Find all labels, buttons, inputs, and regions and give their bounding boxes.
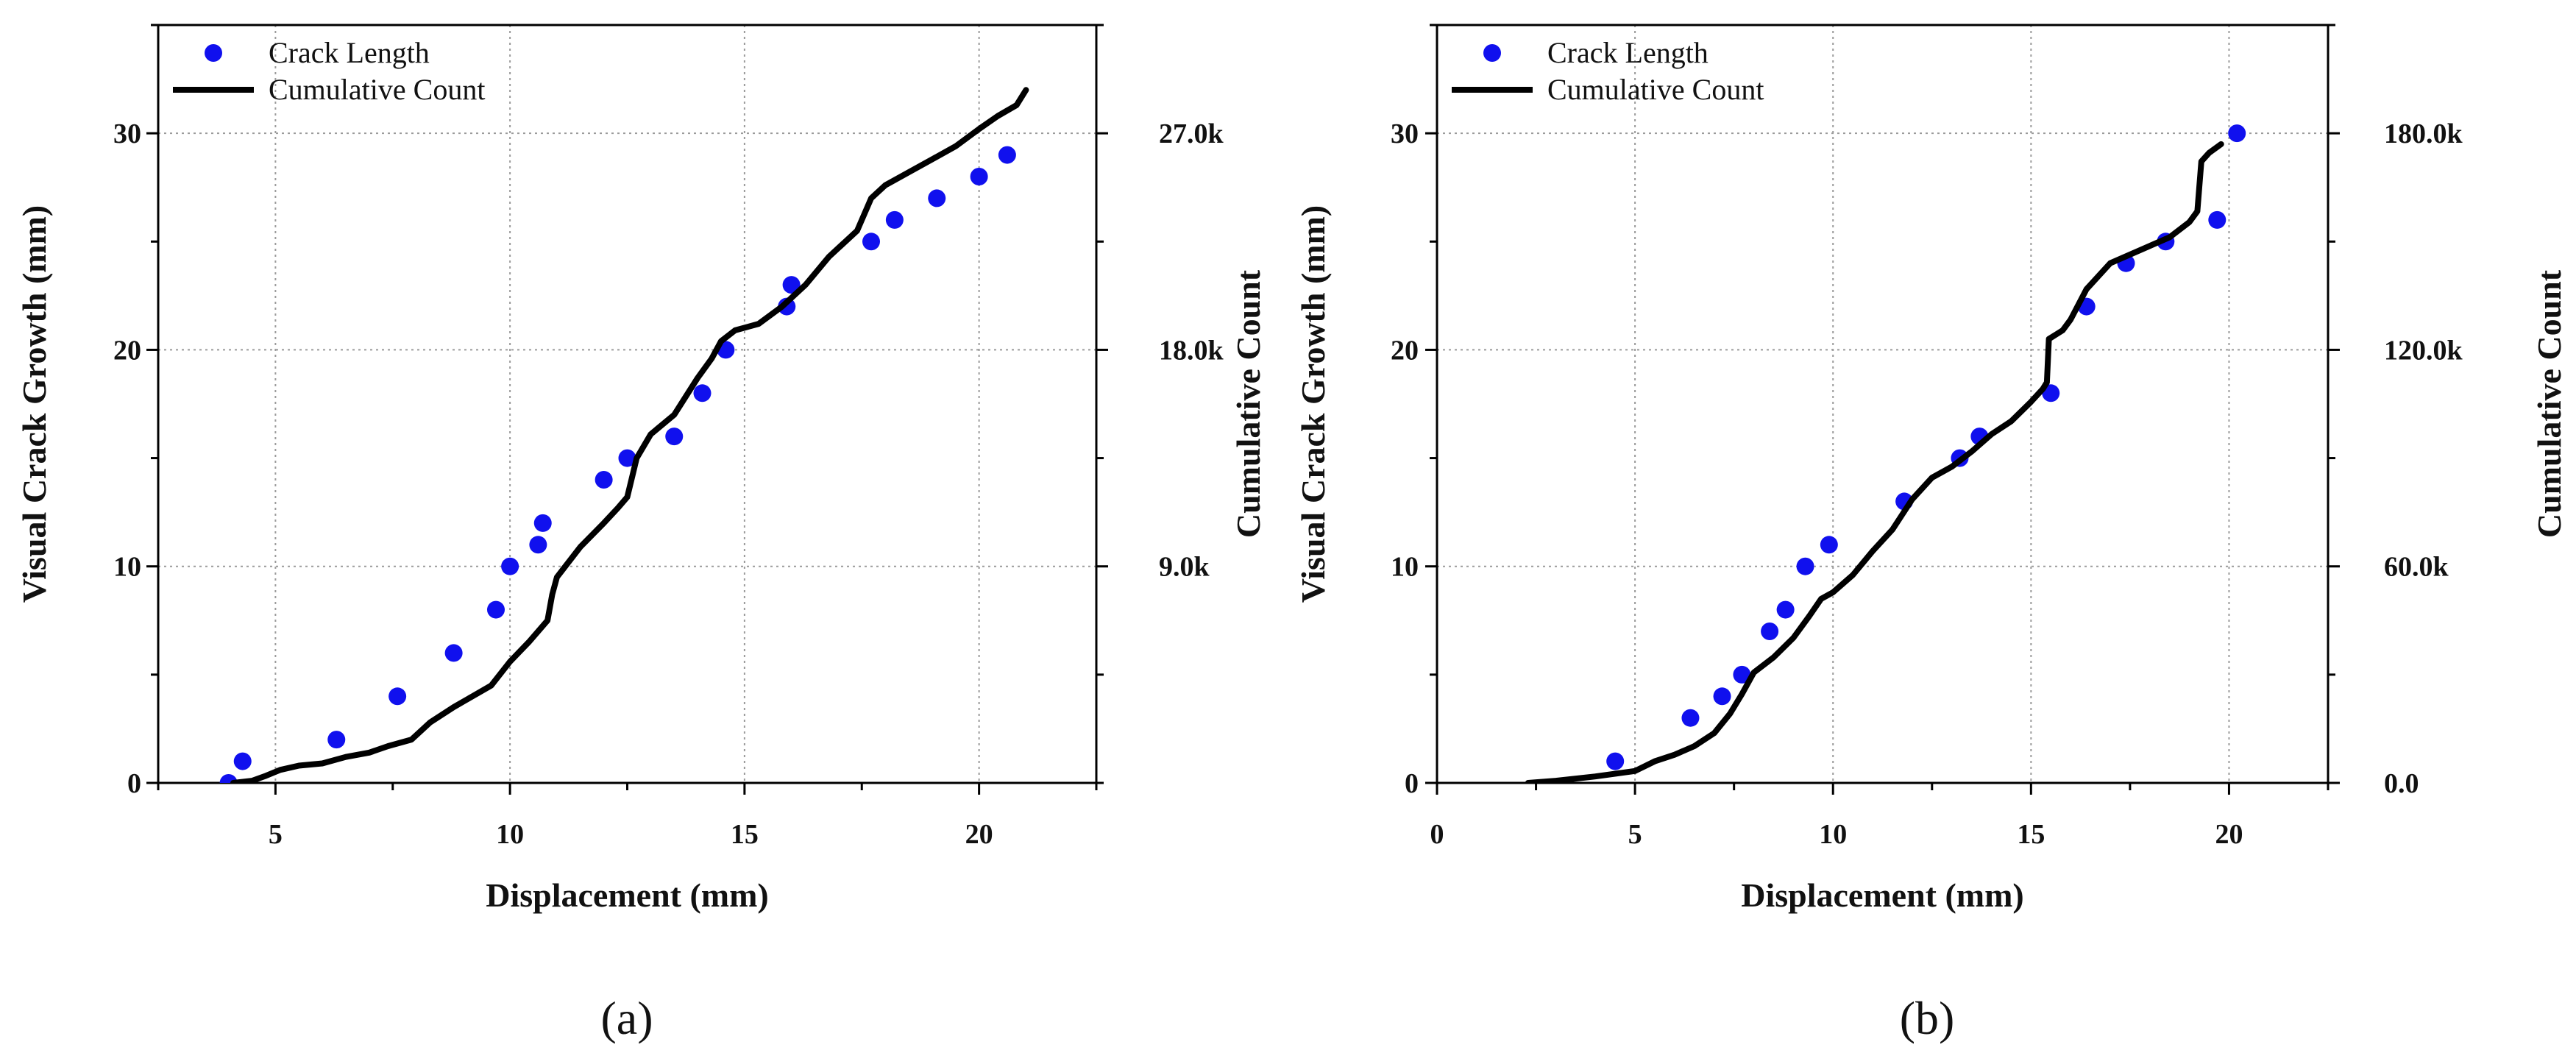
crack-length-point bbox=[1606, 752, 1625, 770]
y-tick-label: 30 bbox=[113, 118, 141, 149]
panel-label: (b) bbox=[1900, 992, 1955, 1044]
y2-tick-label: 18.0k bbox=[1159, 335, 1224, 366]
legend-crack-length-label: Crack Length bbox=[269, 36, 430, 69]
y-tick-label: 20 bbox=[113, 335, 141, 366]
y-tick-label: 30 bbox=[1391, 118, 1419, 149]
x-axis-title: Displacement (mm) bbox=[1741, 876, 2024, 914]
crack-length-point bbox=[665, 428, 684, 446]
y2-tick-label: 9.0k bbox=[1159, 552, 1210, 583]
y-tick-label: 0 bbox=[1405, 768, 1419, 799]
x-tick-label: 0 bbox=[1430, 819, 1444, 850]
x-tick-label: 15 bbox=[731, 819, 759, 850]
crack-length-point bbox=[2208, 210, 2226, 229]
crack-length-point bbox=[529, 536, 547, 554]
plot-frame bbox=[157, 24, 1098, 784]
y2-tick-label: 0.0 bbox=[2384, 768, 2419, 799]
crack-length-point bbox=[862, 233, 880, 251]
crack-length-point bbox=[1761, 623, 1779, 640]
x-tick-label: 20 bbox=[965, 819, 993, 850]
x-tick-label: 10 bbox=[496, 819, 524, 850]
y-tick-label: 0 bbox=[127, 768, 141, 799]
crack-length-point bbox=[782, 276, 801, 294]
crack-length-point bbox=[1776, 600, 1795, 619]
crack-length-point bbox=[533, 514, 552, 532]
y-axis-title: Visual Crack Growth (mm) bbox=[15, 205, 53, 603]
x-tick-label: 10 bbox=[1819, 819, 1847, 850]
cumulative-count-line bbox=[230, 87, 1029, 783]
plot-frame bbox=[1436, 24, 2330, 784]
y-axis-title: Visual Crack Growth (mm) bbox=[1294, 205, 1332, 603]
x-tick-label: 15 bbox=[2017, 819, 2045, 850]
y-tick-label: 20 bbox=[1391, 335, 1419, 366]
crack-length-point bbox=[885, 210, 904, 229]
y2-tick-label: 120.0k bbox=[2384, 335, 2463, 366]
crack-length-point bbox=[1681, 709, 1700, 727]
x-tick-label: 5 bbox=[269, 819, 283, 850]
y-tick-label: 10 bbox=[113, 552, 141, 583]
crack-length-point bbox=[1796, 557, 1814, 575]
crack-length-point bbox=[233, 752, 252, 770]
crack-length-point bbox=[1820, 536, 1838, 554]
crack-length-point bbox=[2228, 124, 2246, 143]
crack-length-point bbox=[595, 471, 613, 489]
crack-length-point bbox=[444, 644, 463, 662]
y2-axis-title: Cumulative Count bbox=[1230, 269, 1267, 538]
legend-cumulative-count-label: Cumulative Count bbox=[269, 73, 485, 106]
plot-area bbox=[219, 87, 1029, 783]
crack-length-point bbox=[487, 600, 505, 619]
legend-cumulative-count-label: Cumulative Count bbox=[1547, 73, 1764, 106]
plot-area bbox=[1525, 124, 2246, 783]
legend-crack-length-label: Crack Length bbox=[1547, 36, 1709, 69]
y2-axis-title: Cumulative Count bbox=[2530, 269, 2568, 538]
y-tick-label: 10 bbox=[1391, 552, 1419, 583]
legend-crack-length-marker bbox=[1483, 44, 1501, 62]
crack-length-point bbox=[693, 384, 712, 402]
y2-tick-label: 60.0k bbox=[2384, 552, 2449, 583]
x-tick-label: 20 bbox=[2215, 819, 2243, 850]
crack-length-point bbox=[327, 731, 346, 749]
crack-length-point bbox=[388, 687, 407, 706]
crack-length-point bbox=[970, 168, 988, 185]
y2-tick-label: 180.0k bbox=[2384, 118, 2463, 149]
crack-length-point bbox=[1713, 687, 1731, 706]
panel-b-chart: 0 5 10 15 20 0 10 20 30 0.0 60.0k 120.0k 180.0k Displ… bbox=[1294, 24, 2568, 1044]
panel-label: (a) bbox=[600, 992, 653, 1044]
cumulative-count-line bbox=[1525, 141, 2224, 783]
crack-length-point bbox=[998, 146, 1016, 164]
y2-tick-label: 27.0k bbox=[1159, 118, 1224, 149]
crack-length-point bbox=[501, 557, 519, 575]
x-tick-label: 5 bbox=[1628, 819, 1642, 850]
crack-length-point bbox=[618, 449, 636, 467]
panel-a-chart: 5 10 15 20 0 10 20 30 9.0k 18.0k 27.0k Displacement… bbox=[15, 24, 1267, 1044]
legend-crack-length-marker bbox=[205, 44, 222, 62]
crack-length-point bbox=[1733, 665, 1751, 684]
x-axis-title: Displacement (mm) bbox=[486, 876, 769, 914]
crack-length-point bbox=[928, 189, 946, 208]
